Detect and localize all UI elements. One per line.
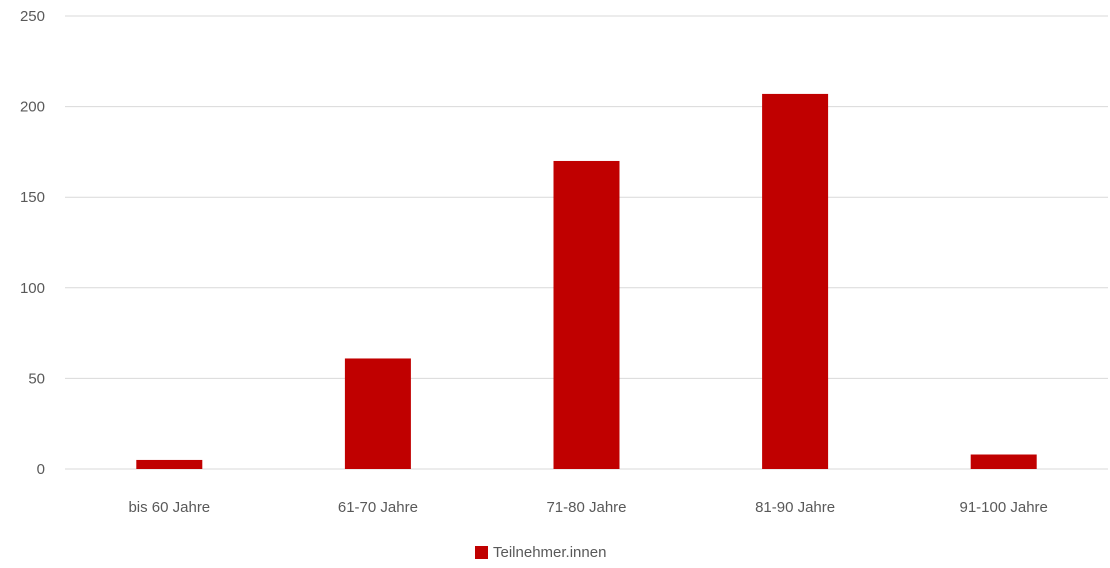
legend-label: Teilnehmer.innen (493, 544, 606, 561)
x-tick-label: 61-70 Jahre (338, 499, 418, 516)
legend: Teilnehmer.innen (475, 544, 606, 561)
x-axis-tick-labels: bis 60 Jahre 61-70 Jahre 71-80 Jahre 81-90 … (128, 499, 1047, 516)
x-tick-label: 71-80 Jahre (546, 499, 626, 516)
bars (136, 93, 1037, 469)
bar (762, 93, 829, 469)
bar (136, 459, 203, 469)
bar (344, 358, 411, 469)
x-tick-label: 91-100 Jahre (959, 499, 1047, 516)
y-tick-label: 50 (28, 370, 45, 387)
x-tick-label: bis 60 Jahre (128, 499, 210, 516)
y-tick-label: 200 (20, 99, 45, 116)
legend-swatch (475, 546, 488, 559)
y-axis-tick-labels: 0 50 100 150 200 250 (20, 8, 45, 478)
y-tick-label: 100 (20, 280, 45, 297)
y-tick-label: 250 (20, 8, 45, 25)
y-tick-label: 0 (37, 461, 45, 478)
x-tick-label: 81-90 Jahre (755, 499, 835, 516)
bar (553, 160, 620, 469)
y-tick-label: 150 (20, 189, 45, 206)
bar (970, 454, 1037, 469)
